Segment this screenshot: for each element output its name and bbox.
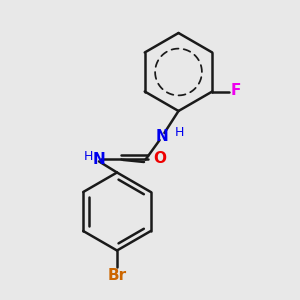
Text: O: O <box>153 151 166 166</box>
Text: F: F <box>231 83 241 98</box>
Text: H: H <box>175 126 184 140</box>
Text: Br: Br <box>107 268 127 284</box>
Text: N: N <box>93 152 105 166</box>
Text: N: N <box>156 129 168 144</box>
Text: H: H <box>84 149 93 163</box>
